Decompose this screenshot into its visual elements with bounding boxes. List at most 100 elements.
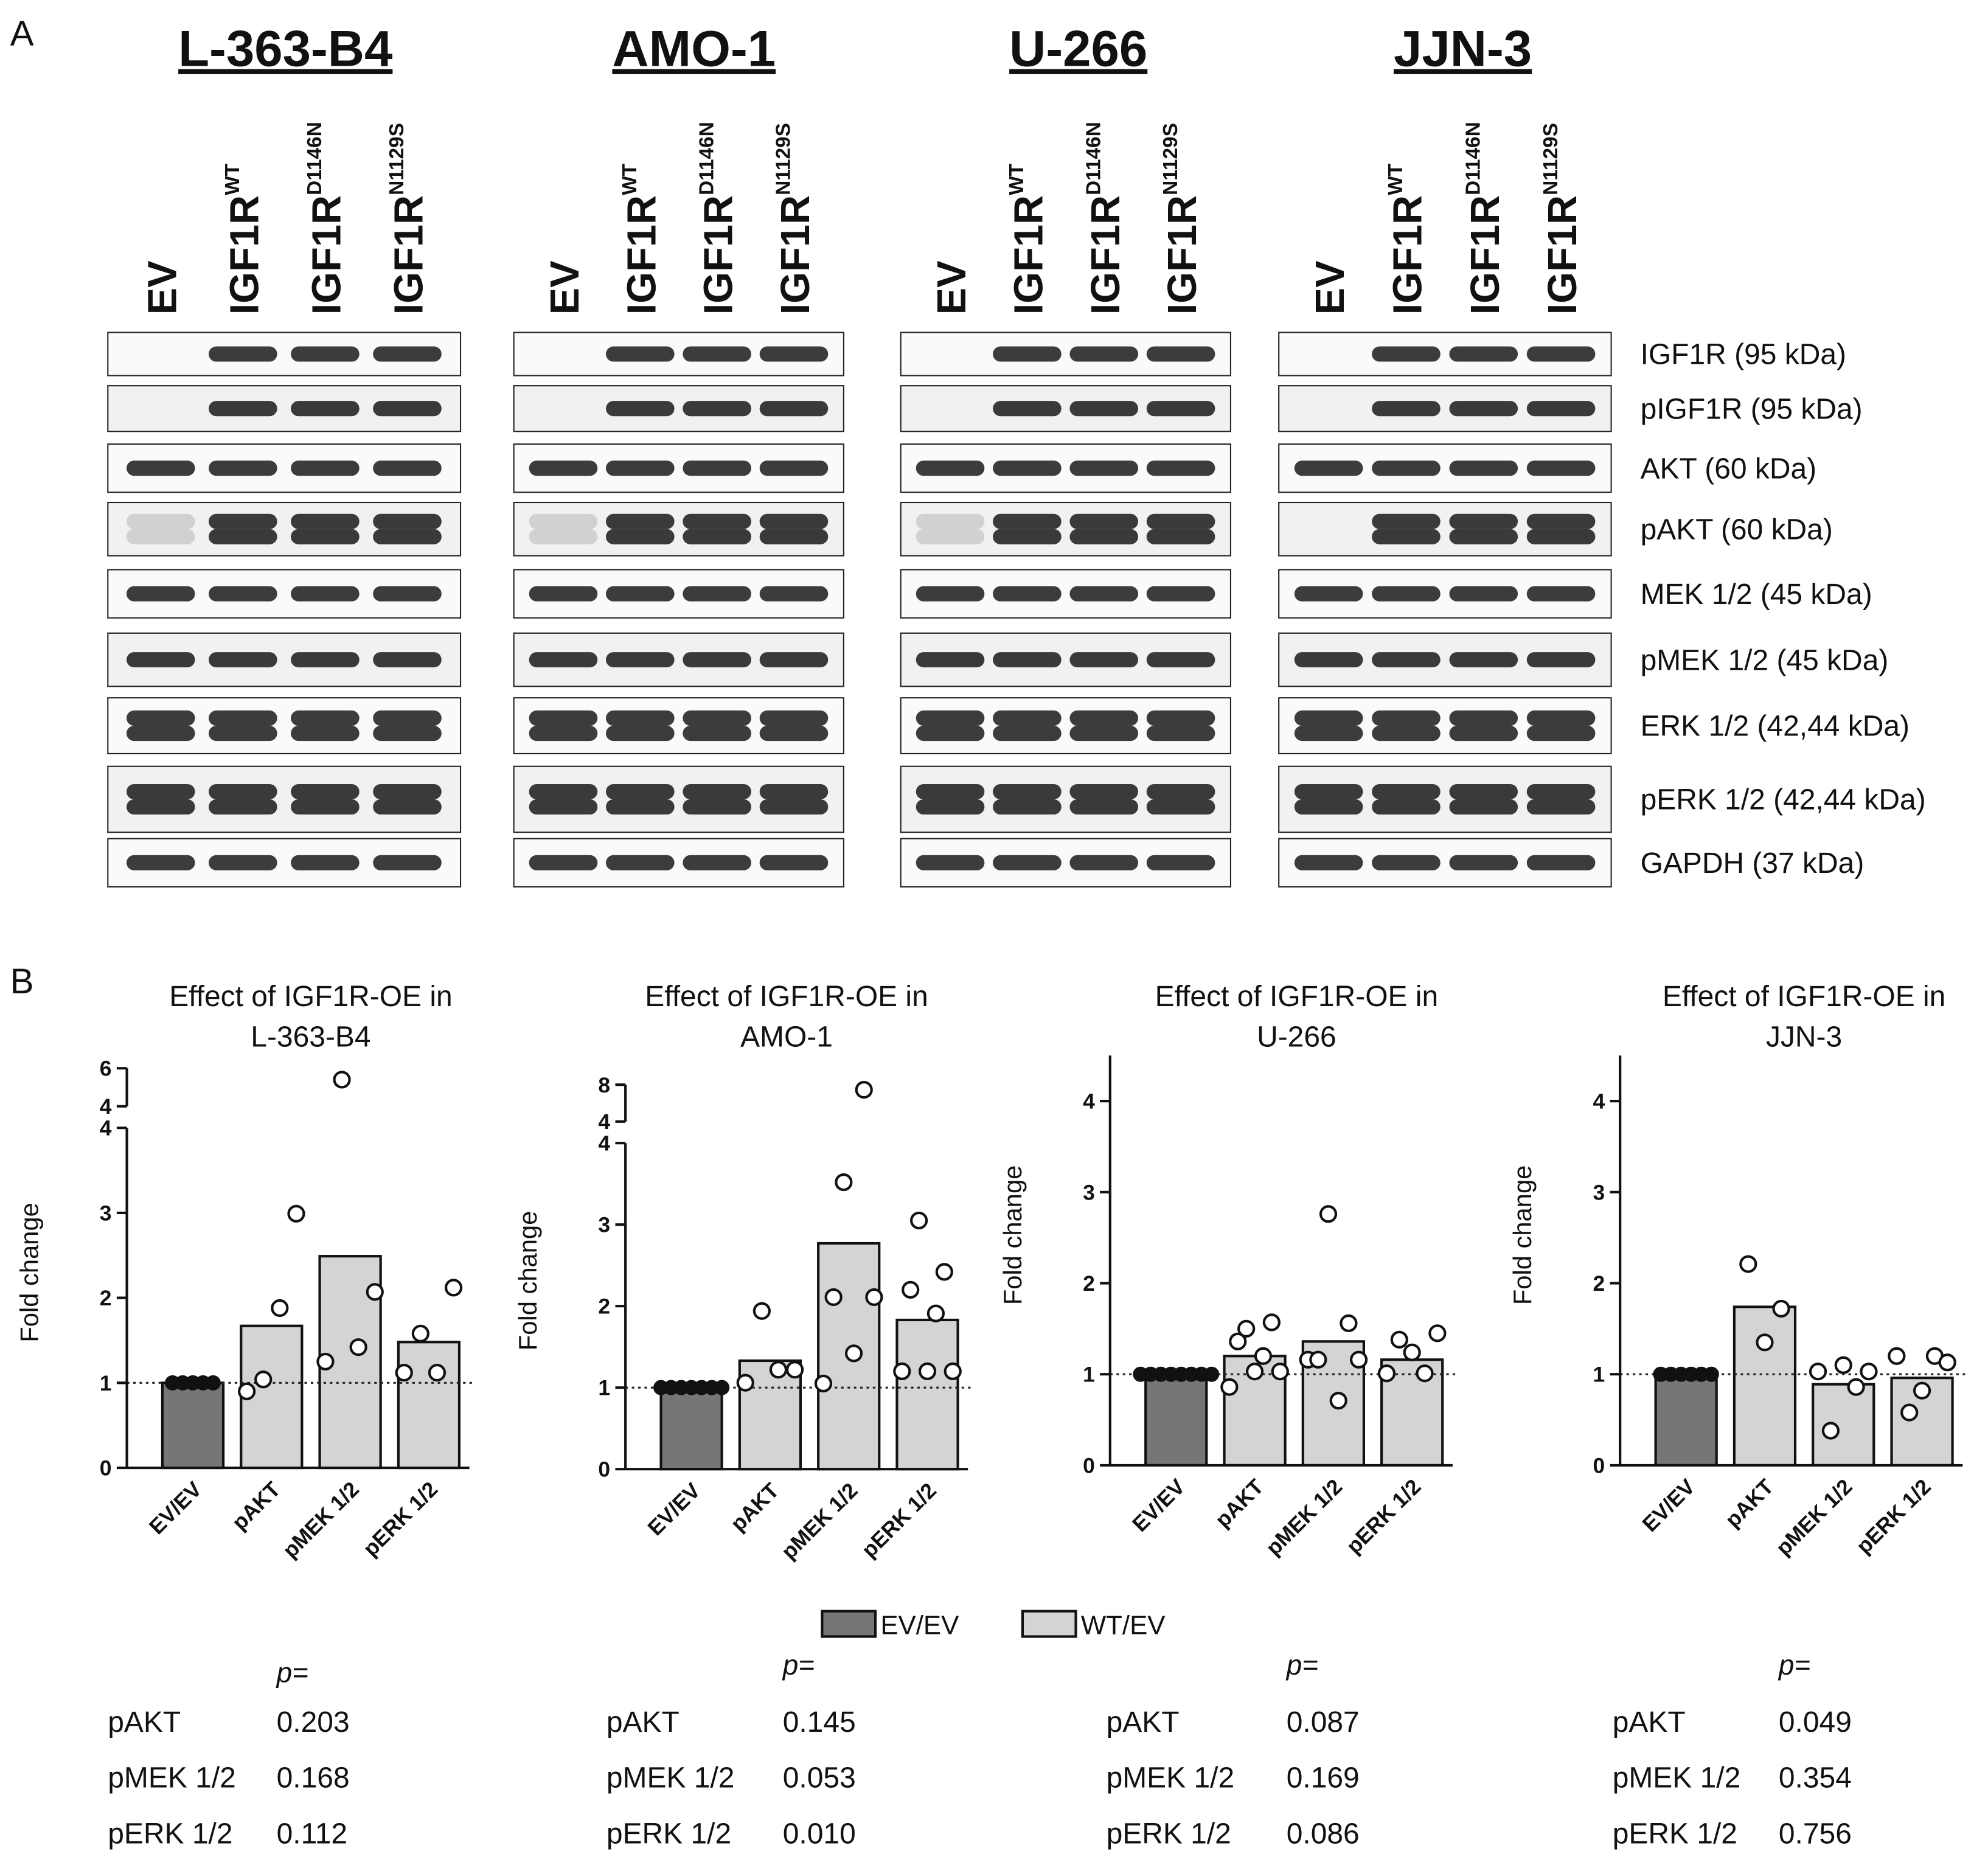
p-label: pAKT (606, 1706, 679, 1738)
lane-label-text: IGF1R (304, 195, 349, 314)
cell-line-title: U-266 (1009, 20, 1147, 77)
y-tick-label: 3 (100, 1201, 112, 1225)
band (209, 513, 277, 529)
lane-label: IGF1RN1129S (1540, 123, 1585, 314)
data-point (1772, 1299, 1790, 1318)
band (1146, 652, 1215, 668)
band (605, 401, 675, 417)
band (605, 726, 675, 741)
cell-line-title: AMO-1 (612, 20, 776, 77)
band (605, 799, 675, 815)
band (605, 513, 675, 529)
band (1069, 513, 1139, 529)
lane-label-text: IGF1R (1463, 195, 1508, 314)
p-table-header: p= (1778, 1649, 1810, 1681)
band (916, 529, 985, 544)
band (683, 586, 751, 602)
y-tick-label: 1 (1593, 1363, 1605, 1387)
y-tick-label: 2 (1593, 1271, 1605, 1296)
data-point (1900, 1403, 1919, 1422)
band (916, 710, 985, 726)
legend-label: WT/EV (1081, 1610, 1166, 1640)
p-value: 0.168 (277, 1762, 350, 1794)
band (1372, 855, 1441, 870)
p-label: pMEK 1/2 (1613, 1762, 1741, 1794)
p-value: 0.087 (1287, 1706, 1360, 1738)
band (1294, 799, 1363, 815)
band (1146, 799, 1215, 815)
band (993, 855, 1062, 870)
data-point (366, 1283, 384, 1301)
data-point (910, 1211, 928, 1230)
band (1372, 401, 1441, 417)
data-point (918, 1362, 937, 1380)
band (759, 513, 829, 529)
data-point (1416, 1364, 1434, 1383)
x-tick-label: pERK 1/2 (1341, 1474, 1425, 1558)
band (1526, 460, 1596, 476)
data-point (1309, 1350, 1327, 1369)
chart-title: JJN-3 (1766, 1021, 1842, 1054)
band (1069, 710, 1139, 726)
lane-label-text: EV (1308, 260, 1353, 315)
band (373, 460, 442, 476)
band (916, 726, 985, 741)
band (1294, 652, 1363, 668)
data-point (769, 1361, 788, 1379)
band (916, 652, 985, 668)
band (759, 401, 829, 417)
p-value: 0.053 (783, 1762, 856, 1794)
x-tick-label: pERK 1/2 (1852, 1474, 1936, 1558)
band (759, 652, 829, 668)
band (1449, 652, 1518, 668)
x-tick-label: EV/EV (144, 1477, 206, 1539)
lane-label-sup: D1146N (304, 122, 326, 195)
band (1294, 855, 1363, 870)
y-tick-label: 4 (1593, 1089, 1605, 1114)
band (1372, 529, 1441, 544)
band (529, 726, 598, 741)
band (1526, 652, 1596, 668)
band (529, 652, 598, 668)
data-point (893, 1362, 911, 1380)
data-point (316, 1352, 335, 1371)
chart-title: Effect of IGF1R-OE in (169, 981, 452, 1013)
band (759, 799, 829, 815)
data-point (1888, 1347, 1906, 1365)
band (916, 855, 985, 870)
p-value: 0.049 (1779, 1706, 1852, 1738)
band (1526, 799, 1596, 815)
y-tick-label: 3 (1593, 1180, 1605, 1204)
band (1146, 710, 1215, 726)
lane-label: IGF1RWT (1385, 163, 1430, 314)
band (291, 855, 360, 870)
band (1372, 652, 1441, 668)
p-table-header: p= (782, 1649, 815, 1681)
band (1449, 346, 1518, 362)
data-point (855, 1080, 873, 1099)
band (993, 652, 1062, 668)
lane-label-sup: WT (1385, 163, 1407, 195)
y-tick-label: 1 (1083, 1363, 1095, 1387)
p-value: 0.203 (277, 1706, 350, 1738)
band (605, 586, 675, 602)
lane-label: IGF1RN1129S (386, 123, 431, 314)
band (1069, 586, 1139, 602)
data-point (1703, 1366, 1719, 1382)
band (291, 346, 360, 362)
band (291, 783, 360, 800)
band (993, 710, 1062, 726)
x-tick-label: EV/EV (1638, 1474, 1700, 1537)
protein-label: GAPDH (37 kDa) (1641, 847, 1865, 880)
data-point (428, 1363, 447, 1382)
band (1449, 855, 1518, 870)
band (126, 586, 195, 602)
band (993, 586, 1062, 602)
data-point (1204, 1366, 1220, 1382)
y-axis-label: Fold change (513, 1211, 542, 1351)
band (529, 710, 598, 726)
bar (1733, 1305, 1797, 1467)
band (759, 529, 829, 544)
band (209, 726, 277, 741)
chart-title: Effect of IGF1R-OE in (645, 981, 928, 1013)
